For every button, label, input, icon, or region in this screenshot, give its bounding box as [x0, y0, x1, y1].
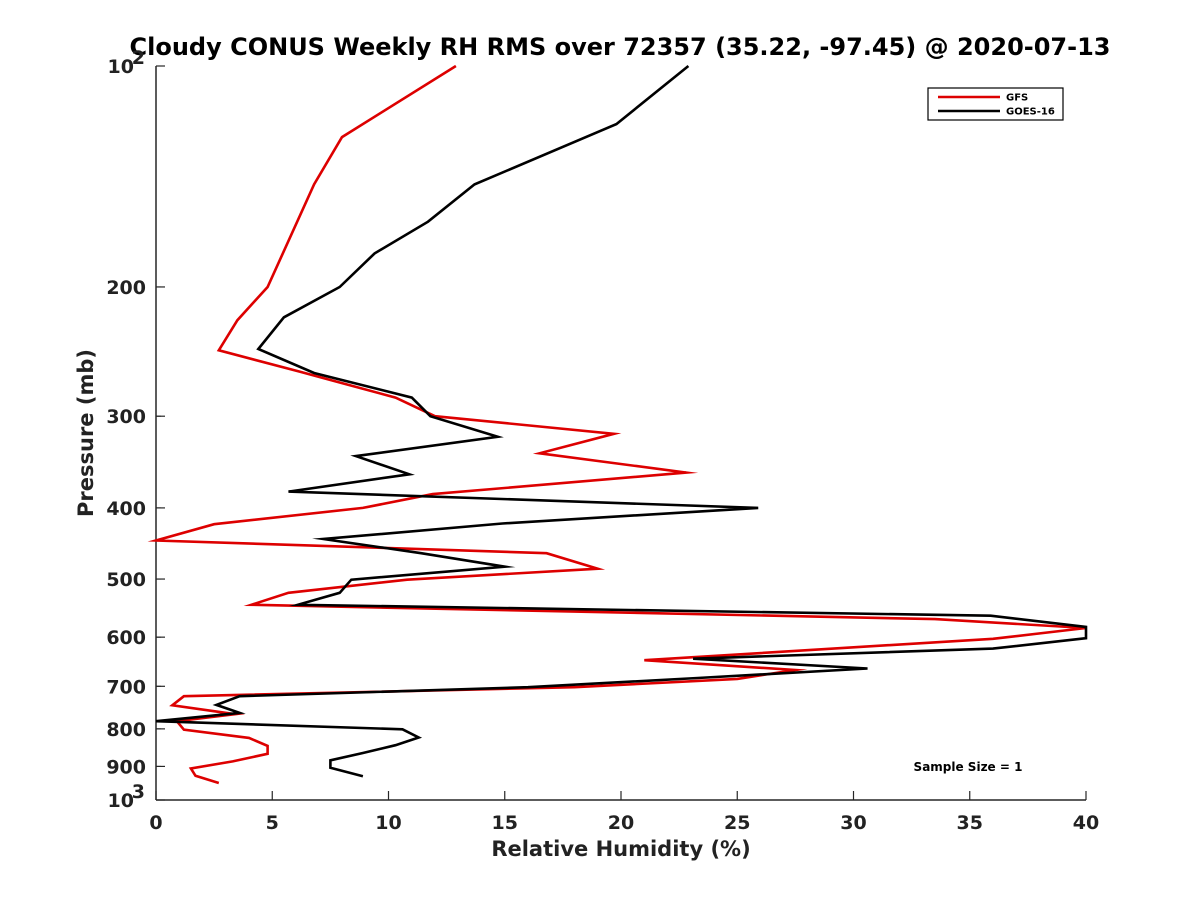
y-tick-label: 700 [106, 676, 146, 698]
y-tick-base: 10 [108, 790, 134, 812]
plot-area: 0 5 10 15 20 25 30 35 40102200300400500600700800… [106, 47, 1099, 834]
x-tick-label: 15 [492, 812, 518, 834]
x-tick-label: 20 [608, 812, 634, 834]
x-axis-label: Relative Humidity (%) [491, 837, 750, 861]
y-tick-exponent: 2 [132, 47, 145, 69]
legend-label: GFS [1006, 93, 1028, 104]
legend-label: GOES-16 [1006, 107, 1055, 118]
y-tick-label: 200 [106, 277, 146, 299]
y-tick-label: 500 [106, 569, 146, 591]
series-line-gfs [147, 64, 1087, 785]
x-tick-label: 25 [724, 812, 750, 834]
y-axis-label: Pressure (mb) [74, 349, 98, 517]
x-tick-label: 30 [840, 812, 866, 834]
x-tick-label: 0 [149, 812, 162, 834]
x-tick-label: 40 [1073, 812, 1099, 834]
y-tick-label: 600 [106, 627, 146, 649]
series-line-goes-16 [155, 64, 1088, 778]
y-tick-exponent: 3 [132, 781, 145, 803]
y-tick-label: 300 [106, 406, 146, 428]
legend: GFS GOES-16 [927, 87, 1064, 121]
y-tick-label: 900 [106, 756, 146, 778]
sample-size-annotation: Sample Size = 1 [914, 760, 1023, 774]
y-tick-label: 10 [108, 790, 134, 812]
y-tick-base: 10 [108, 56, 134, 78]
y-tick-label: 10 [108, 56, 134, 78]
y-tick-label: 800 [106, 719, 146, 741]
x-tick-label: 5 [266, 812, 279, 834]
x-tick-label: 35 [957, 812, 983, 834]
x-tick-label: 10 [375, 812, 401, 834]
chart-title: Cloudy CONUS Weekly RH RMS over 72357 (3… [130, 33, 1111, 61]
y-tick-label: 400 [106, 498, 146, 520]
legend-box [927, 87, 1064, 121]
